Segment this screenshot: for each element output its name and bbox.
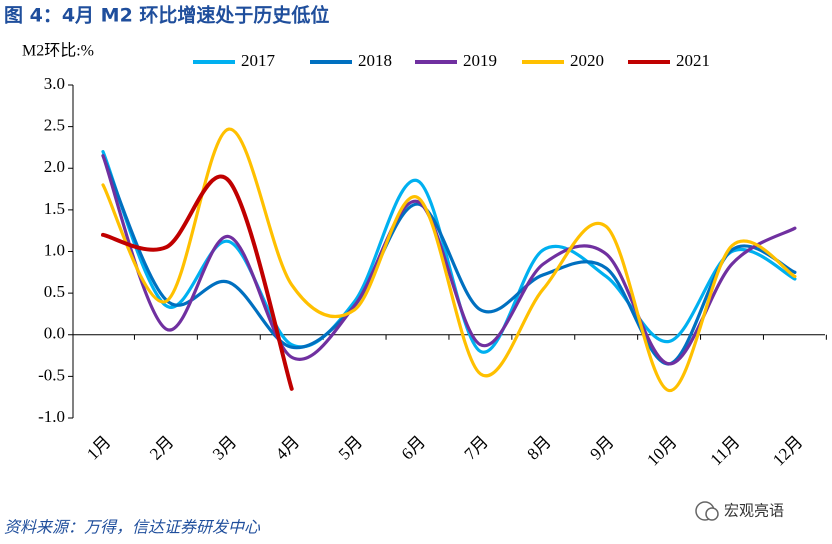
y-axis-label: M2环比:%: [22, 42, 94, 60]
legend-label: 2020: [570, 51, 604, 70]
y-tick-label: -1.0: [38, 407, 65, 426]
y-tick-label: 2.0: [44, 157, 65, 176]
x-tick-label: 4月: [272, 432, 303, 463]
x-tick-label: 2月: [146, 432, 177, 463]
legend-label: 2019: [463, 51, 497, 70]
source-note: 资料来源：万得，信达证券研发中心: [4, 518, 261, 537]
x-tick-label: 11月: [707, 432, 744, 469]
series-line: [101, 154, 797, 366]
x-tick-label: 10月: [643, 432, 680, 469]
watermark-icon: [695, 501, 719, 521]
legend-label: 2021: [676, 51, 710, 70]
x-tick-label: 8月: [523, 432, 554, 463]
x-tick-label: 7月: [461, 432, 492, 463]
x-tick-label: 6月: [398, 432, 429, 463]
y-tick-label: 1.5: [44, 199, 65, 218]
legend-label: 2017: [241, 51, 276, 70]
y-tick-label: 0.5: [44, 282, 65, 301]
y-tick-label: -0.5: [38, 365, 65, 384]
x-tick-label: 12月: [769, 432, 806, 469]
x-tick-label: 9月: [586, 432, 617, 463]
chart-title: 图 4：4月 M2 环比增速处于历史低位: [4, 4, 329, 27]
x-tick-label: 3月: [209, 432, 240, 463]
y-tick-label: 3.0: [44, 74, 65, 93]
watermark: 宏观亮语: [724, 502, 784, 520]
series-line: [101, 174, 294, 391]
y-tick-label: 0.0: [44, 324, 65, 343]
y-tick-label: 2.5: [44, 116, 65, 135]
y-tick-label: 1.0: [44, 240, 65, 259]
legend-label: 2018: [358, 51, 392, 70]
x-tick-label: 1月: [83, 432, 114, 463]
x-tick-label: 5月: [335, 432, 366, 463]
series-line: [101, 127, 797, 393]
